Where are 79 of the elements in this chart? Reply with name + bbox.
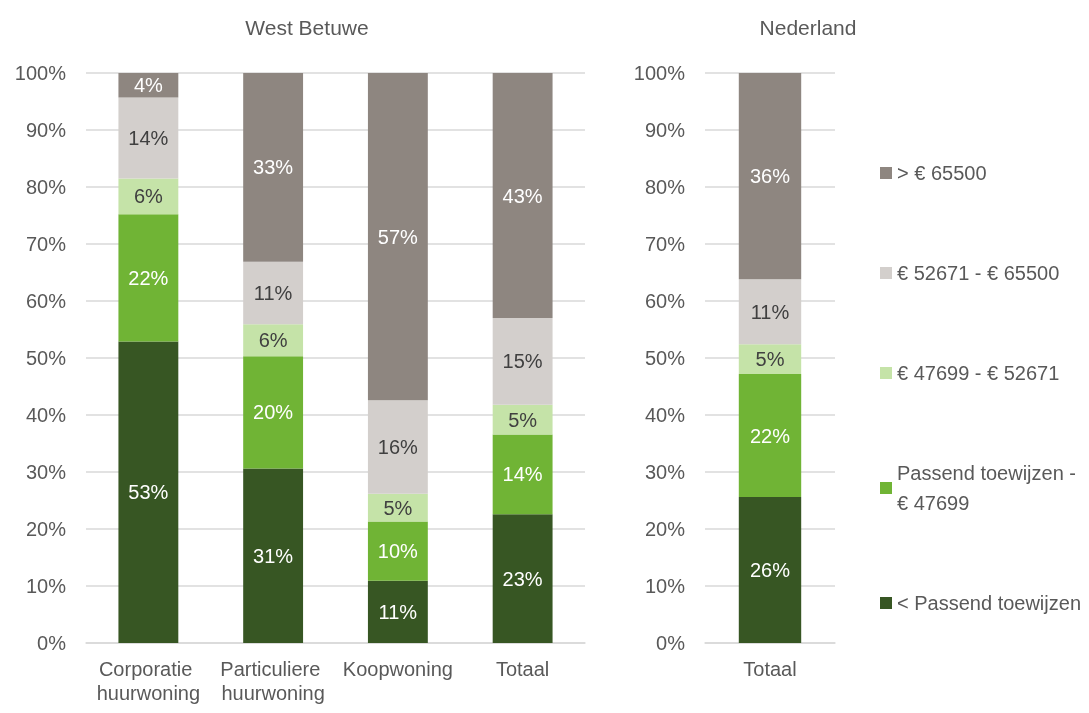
y-tick-label: 50% [644, 347, 686, 369]
bar [243, 73, 304, 262]
data-label: 53% [128, 481, 169, 504]
legend-label: < Passend toewijzen [897, 592, 1082, 614]
bar [738, 73, 802, 280]
data-label: 26% [749, 559, 791, 582]
data-label: 43% [502, 184, 543, 207]
x-tick-label: Corporatie huurwoning [96, 658, 201, 704]
y-tick-label: 30% [644, 461, 686, 483]
bar [118, 97, 179, 179]
bar [738, 279, 802, 345]
y-tick-label: 90% [644, 119, 686, 141]
x-tick-label: Koopwoning [342, 658, 453, 680]
y-tick-label: 40% [25, 404, 67, 426]
bar [118, 214, 179, 342]
bar [492, 318, 553, 405]
data-label: 14% [502, 463, 543, 486]
data-label: 22% [128, 266, 169, 289]
y-tick-label: 20% [25, 518, 67, 540]
data-label: 22% [749, 424, 791, 447]
data-label: 11% [378, 600, 418, 623]
bar [492, 514, 553, 643]
data-label: 16% [377, 435, 419, 458]
y-tick-label: 60% [644, 290, 686, 312]
y-tick-label: 10% [644, 575, 686, 597]
y-tick-label: 100% [633, 62, 686, 84]
bar [243, 468, 304, 643]
bar [118, 341, 179, 643]
chart-title: West Betuwe [245, 16, 369, 39]
y-tick-label: 20% [644, 518, 686, 540]
data-label: 23% [502, 567, 543, 590]
bar [492, 434, 553, 515]
data-label: 6% [133, 185, 164, 208]
data-label: 11% [750, 300, 790, 323]
x-tick-label: Particuliere huurwoning [220, 658, 326, 704]
data-label: 6% [258, 329, 288, 352]
data-label: 4% [133, 74, 164, 97]
y-tick-label: 80% [644, 176, 686, 198]
chart-title: Nederland [759, 16, 857, 39]
data-label: 15% [502, 350, 543, 373]
y-tick-label: 30% [25, 461, 67, 483]
legend-label: € 47699 - € 52671 [897, 362, 1060, 384]
data-label: 10% [377, 540, 419, 563]
data-label: 5% [508, 408, 538, 431]
legend-label: € 52671 - € 65500 [897, 262, 1060, 284]
data-label: 36% [749, 165, 791, 188]
x-tick-label: Totaal [743, 658, 797, 680]
data-label: 14% [128, 126, 169, 149]
bar [243, 356, 304, 469]
x-tick-label: Totaal [495, 658, 550, 680]
y-tick-label: 10% [25, 575, 67, 597]
data-label: 11% [253, 282, 293, 305]
bar [243, 261, 304, 325]
legend-label: Passend toewijzen - € 47699 [897, 462, 1082, 514]
y-tick-label: 40% [644, 404, 686, 426]
data-label: 5% [755, 348, 785, 371]
bar [367, 521, 428, 581]
data-label: 20% [253, 401, 294, 424]
bar [738, 373, 802, 498]
y-tick-label: 70% [25, 233, 67, 255]
bar [367, 73, 428, 401]
y-tick-label: 50% [25, 347, 67, 369]
data-label: 33% [253, 156, 294, 179]
y-tick-label: 70% [644, 233, 686, 255]
bar [492, 73, 553, 319]
y-tick-label: 80% [25, 176, 67, 198]
legend-label: > € 65500 [897, 162, 987, 184]
data-label: 57% [377, 225, 419, 248]
data-label: 31% [253, 544, 294, 567]
y-tick-label: 0% [656, 632, 686, 654]
y-tick-label: 0% [37, 632, 67, 654]
bar [738, 497, 802, 643]
y-tick-label: 100% [14, 62, 67, 84]
data-label: 5% [383, 496, 413, 519]
y-tick-label: 90% [25, 119, 67, 141]
bar [367, 580, 428, 643]
y-tick-label: 60% [25, 290, 67, 312]
bar [118, 178, 179, 215]
bar [367, 400, 428, 494]
